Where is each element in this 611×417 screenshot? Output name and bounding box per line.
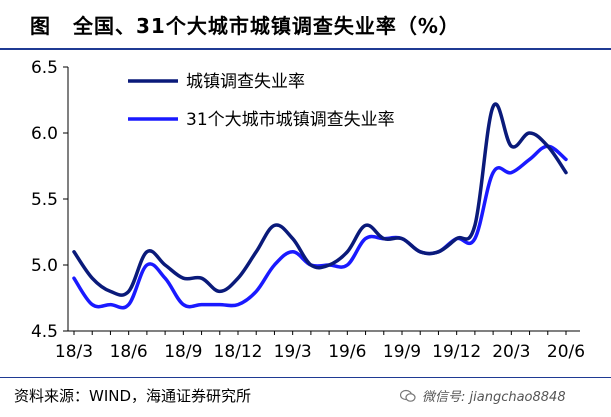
x-tick-label: 18/12: [214, 342, 263, 362]
x-tick-label: 19/3: [274, 342, 312, 362]
title-bar: 图全国、31个大城市城镇调查失业率（%）: [0, 0, 611, 50]
wechat-icon: [400, 389, 416, 402]
watermark: 微信号: jiangchao8848: [400, 386, 566, 405]
x-tick-label: 19/9: [383, 342, 421, 362]
x-tick-label: 18/6: [110, 342, 148, 362]
y-tick-label: 5.0: [31, 256, 58, 276]
y-tick-label: 6.5: [31, 58, 58, 78]
x-tick-label: 18/9: [164, 342, 202, 362]
x-tick-label: 20/6: [547, 342, 585, 362]
figure-title-text: 全国、31个大城市城镇调查失业率（%）: [73, 14, 460, 38]
x-tick-label: 19/6: [328, 342, 366, 362]
y-tick-label: 5.5: [31, 190, 58, 210]
figure-title: 图全国、31个大城市城镇调查失业率（%）: [30, 10, 460, 39]
footer-divider: [0, 377, 611, 378]
watermark-text: 微信号: jiangchao8848: [422, 390, 566, 405]
legend-label-1: 城镇调查失业率: [186, 72, 305, 92]
y-tick-label: 6.0: [31, 124, 58, 144]
source-note: 资料来源：WIND，海通证券研究所: [14, 387, 252, 405]
y-tick-label: 4.5: [31, 322, 58, 342]
legend-label-2: 31个大城市城镇调查失业率: [186, 110, 395, 130]
x-tick-label: 18/3: [55, 342, 93, 362]
x-tick-label: 19/12: [432, 342, 481, 362]
x-tick-label: 20/3: [492, 342, 530, 362]
figure-label: 图: [30, 14, 51, 38]
series-line-1: [72, 102, 568, 297]
series-line-2: [72, 144, 568, 310]
